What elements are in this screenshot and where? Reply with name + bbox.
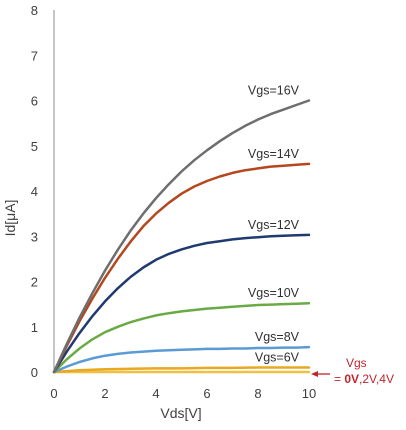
series-line [52, 162, 311, 374]
series-line [52, 345, 311, 374]
series-line [52, 99, 311, 374]
series-line [52, 301, 311, 374]
series-label: Vgs=14V [248, 147, 300, 161]
y-tick-label: 1 [31, 320, 38, 335]
x-tick-label: 4 [152, 386, 159, 401]
y-tick-label: 7 [31, 48, 38, 63]
series-label: Vgs=16V [248, 84, 300, 98]
annotation-eq: = [334, 372, 344, 386]
series-label: Vgs=12V [248, 218, 300, 232]
y-axis-label: Id[μA] [2, 200, 18, 237]
annotation-arrow-head [311, 371, 318, 377]
x-axis-label: Vds[V] [160, 405, 201, 421]
series-label: Vgs=8V [255, 330, 300, 344]
y-tick-label: 6 [31, 94, 38, 109]
series-label: Vgs=6V [255, 350, 300, 364]
x-tick-label: 0 [50, 386, 57, 401]
y-tick-label: 2 [31, 275, 38, 290]
x-tick-label: 10 [302, 386, 316, 401]
series-line [52, 366, 311, 374]
x-tick-label: 8 [254, 386, 261, 401]
series-labels: Vgs=16V Vgs=14V Vgs=12V Vgs=10V Vgs=8V Vgs=6V [248, 84, 300, 365]
annotation-line-1: Vgs [346, 356, 367, 370]
y-tick-label: 8 [31, 3, 38, 18]
series-line [52, 233, 311, 374]
y-tick-label: 0 [31, 365, 38, 380]
x-tick-label: 6 [203, 386, 210, 401]
annotation-line-2: = 0V,2V,4V [334, 372, 394, 386]
annotation-rest: ,2V,4V [359, 372, 394, 386]
x-tick-label: 2 [101, 386, 108, 401]
y-tick-label: 4 [31, 184, 38, 199]
y-tick-label: 3 [31, 229, 38, 244]
tick-labels: 0 2 4 6 8 10 0 1 2 3 4 5 6 7 8 [31, 3, 316, 401]
series-lines [52, 99, 311, 374]
y-tick-label: 5 [31, 139, 38, 154]
series-label: Vgs=10V [248, 286, 300, 300]
annotation-bold: 0V [344, 372, 359, 386]
zero-vgs-annotation: Vgs= 0V,2V,4V [311, 356, 394, 386]
